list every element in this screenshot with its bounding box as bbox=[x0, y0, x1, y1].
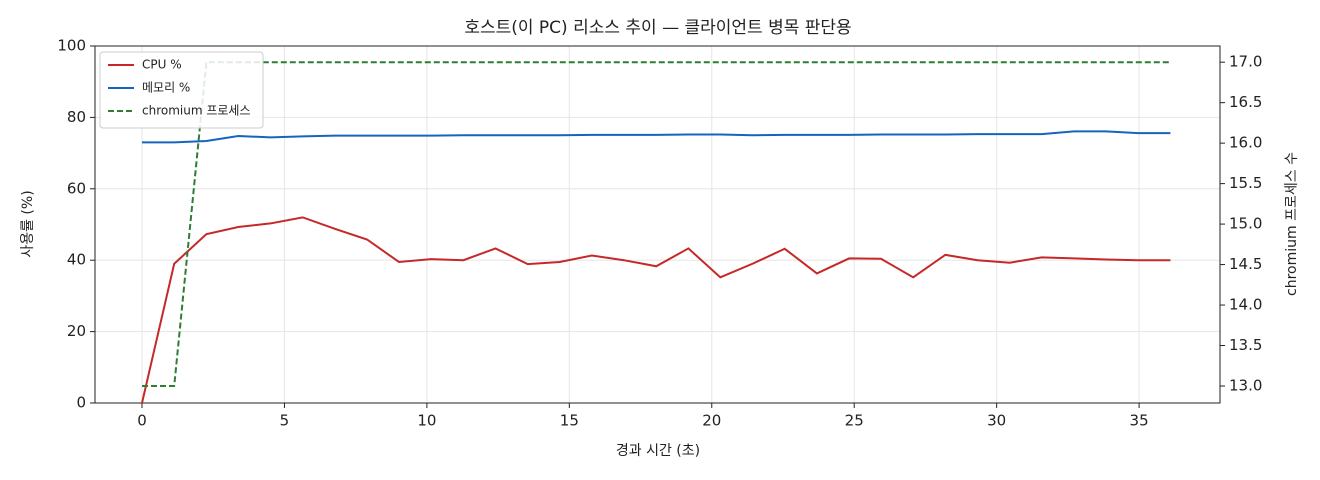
y-tick-label: 80 bbox=[67, 108, 86, 126]
plot-frame bbox=[94, 45, 1221, 404]
chart-title: 호스트(이 PC) 리소스 추이 — 클라이언트 병목 판단용 bbox=[464, 18, 851, 38]
x-tick-label: 15 bbox=[560, 412, 579, 430]
y2-tick-label: 14.0 bbox=[1229, 296, 1262, 314]
x-tick-label: 25 bbox=[845, 412, 864, 430]
x-tick-label: 20 bbox=[702, 412, 721, 430]
y-axis-label: 사용률 (%) bbox=[20, 190, 36, 257]
legend-box bbox=[99, 51, 264, 129]
x-tick-label: 30 bbox=[987, 412, 1006, 430]
x-tick-label: 0 bbox=[137, 412, 147, 430]
y2-tick-label: 13.5 bbox=[1229, 336, 1262, 354]
y-tick-label: 20 bbox=[67, 322, 86, 340]
legend-label: CPU % bbox=[142, 58, 182, 72]
y2-axis-label: chromium 프로세스 수 bbox=[1284, 152, 1300, 296]
y2-tick-label: 13.0 bbox=[1229, 377, 1262, 395]
legend-label: chromium 프로세스 bbox=[142, 104, 251, 118]
y2-tick-label: 15.5 bbox=[1229, 174, 1262, 192]
legend-label: 메모리 % bbox=[142, 81, 190, 95]
series-line bbox=[141, 216, 1171, 404]
legend: CPU % 메모리 % chromium 프로세스 bbox=[99, 51, 264, 129]
y2-tick-label: 15.0 bbox=[1229, 215, 1262, 233]
y-tick-label: 60 bbox=[67, 179, 86, 197]
y-tick-label: 0 bbox=[76, 394, 86, 412]
series-line bbox=[142, 61, 1171, 387]
y2-tick-label: 16.5 bbox=[1229, 93, 1262, 111]
series-line bbox=[142, 130, 1171, 144]
x-tick-label: 35 bbox=[1130, 412, 1149, 430]
y-tick-label: 100 bbox=[57, 37, 86, 55]
y-tick-label: 40 bbox=[67, 251, 86, 269]
y2-tick-label: 16.0 bbox=[1229, 134, 1262, 152]
x-tick-label: 5 bbox=[280, 412, 290, 430]
x-axis-label: 경과 시간 (초) bbox=[616, 443, 700, 459]
x-tick-label: 10 bbox=[417, 412, 436, 430]
y2-tick-label: 14.5 bbox=[1229, 255, 1262, 273]
y2-tick-label: 17.0 bbox=[1229, 53, 1262, 71]
